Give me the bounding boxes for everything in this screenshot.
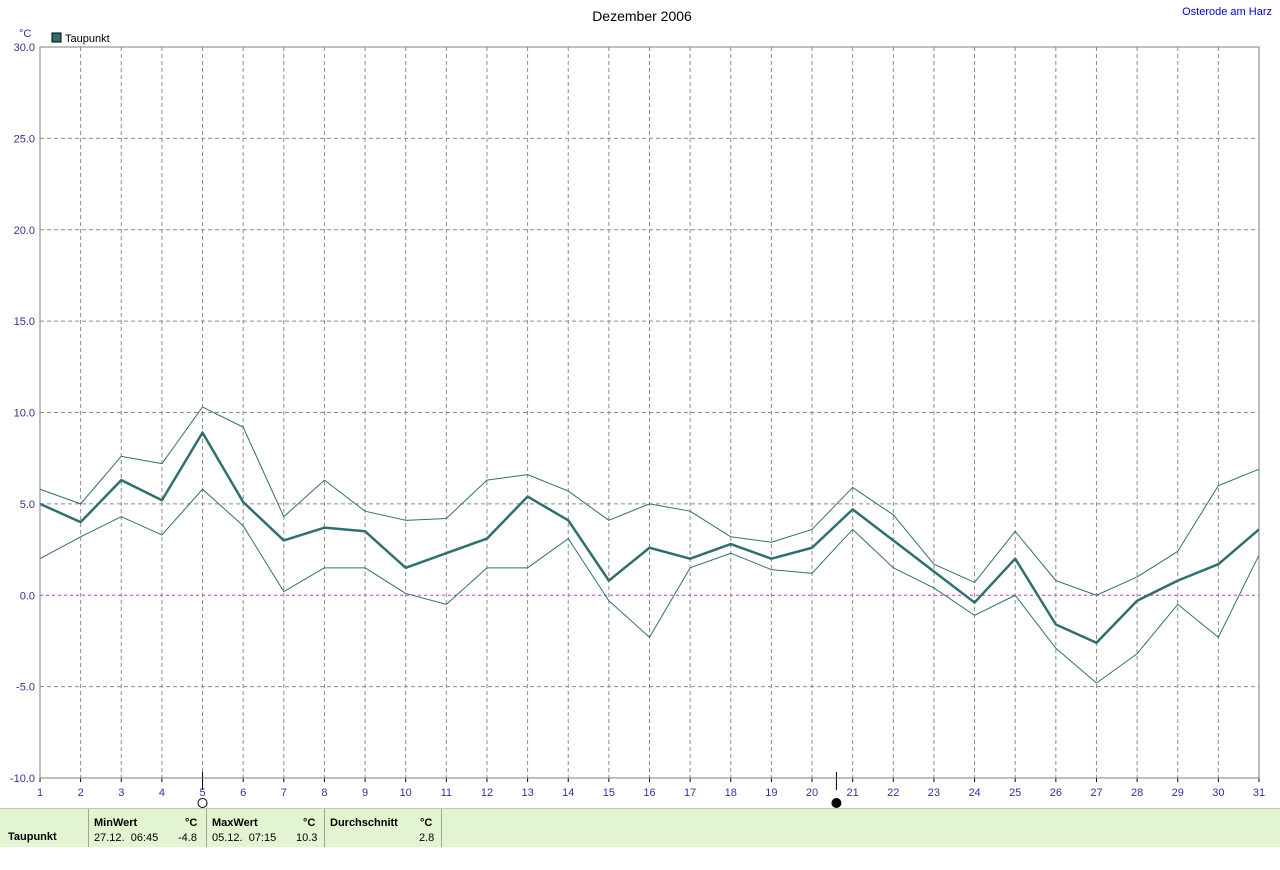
- x-tick-label: 2: [78, 787, 84, 799]
- stats-divider: [324, 809, 325, 847]
- series-min-line: [39, 488, 1260, 684]
- y-tick-label: 10.0: [14, 408, 35, 420]
- avg-header: Durchschnitt: [330, 817, 398, 829]
- x-tick-label: 14: [562, 787, 574, 799]
- max-value: 10.3: [296, 832, 318, 844]
- x-tick-label: 16: [643, 787, 655, 799]
- legend-label: Taupunkt: [65, 33, 110, 45]
- x-tick-label: 22: [887, 787, 899, 799]
- x-tick-label: 8: [321, 787, 327, 799]
- filled-marker-icon: [831, 798, 842, 808]
- x-tick-label: 21: [847, 787, 859, 799]
- min-unit: °C: [185, 817, 198, 829]
- station-name: Osterode am Harz: [1182, 6, 1272, 18]
- x-tick-label: 4: [159, 787, 165, 799]
- stats-divider: [206, 809, 207, 847]
- series-max-line: [39, 406, 1260, 596]
- x-tick-label: 7: [281, 787, 287, 799]
- x-tick-label: 24: [968, 787, 980, 799]
- avg-unit: °C: [420, 817, 433, 829]
- x-tick-label: 5: [199, 787, 205, 799]
- max-header: MaxWert: [212, 817, 258, 829]
- x-tick-label: 20: [806, 787, 818, 799]
- x-tick-label: 30: [1212, 787, 1224, 799]
- x-tick-label: 13: [521, 787, 533, 799]
- x-tick-label: 29: [1172, 787, 1184, 799]
- stats-row-label: Taupunkt: [8, 831, 57, 843]
- x-tick-label: 12: [481, 787, 493, 799]
- x-tick-label: 23: [928, 787, 940, 799]
- x-tick-label: 17: [684, 787, 696, 799]
- min-value: -4.8: [178, 832, 197, 844]
- x-tick-label: 6: [240, 787, 246, 799]
- x-tick-label: 9: [362, 787, 368, 799]
- dewpoint-chart: Dezember 2006 °C Taupunkt 30.025.020.015…: [10, 8, 1265, 808]
- y-tick-label: 20.0: [14, 225, 35, 237]
- min-date: 27.12. 06:45: [94, 832, 159, 844]
- avg-value: 2.8: [419, 832, 435, 844]
- x-tick-label: 1: [37, 787, 43, 799]
- x-tick-label: 15: [603, 787, 615, 799]
- y-axis-unit: °C: [19, 28, 31, 40]
- plot-frame: [39, 46, 1260, 779]
- x-tick-label: 27: [1090, 787, 1102, 799]
- y-tick-label: 15.0: [14, 316, 35, 328]
- x-tick-label: 11: [441, 787, 452, 799]
- stats-divider: [88, 809, 89, 847]
- y-tick-label: -5.0: [16, 682, 35, 694]
- x-tick-label: 28: [1131, 787, 1143, 799]
- y-tick-label: -10.0: [10, 773, 35, 785]
- open-marker-icon: [197, 798, 208, 808]
- legend: Taupunkt: [51, 32, 110, 45]
- min-header: MinWert: [94, 817, 138, 829]
- x-tick-label: 26: [1050, 787, 1062, 799]
- max-date: 05.12. 07:15: [212, 832, 277, 844]
- x-tick-label: 10: [400, 787, 412, 799]
- x-tick-label: 19: [765, 787, 777, 799]
- y-tick-label: 0.0: [20, 590, 35, 602]
- series-mean-line: [39, 431, 1260, 645]
- x-tick-label: 18: [725, 787, 737, 799]
- stats-bar: Taupunkt MinWert °C 27.12. 06:45 -4.8 Ma…: [0, 808, 1280, 847]
- chart-title: Dezember 2006: [592, 8, 692, 24]
- x-tick-label: 31: [1253, 787, 1265, 799]
- max-unit: °C: [303, 817, 316, 829]
- y-tick-label: 30.0: [14, 42, 35, 54]
- y-tick-label: 25.0: [14, 133, 35, 145]
- x-tick-label: 25: [1009, 787, 1021, 799]
- legend-swatch: [51, 32, 62, 43]
- x-tick-label: 3: [118, 787, 124, 799]
- y-tick-label: 5.0: [20, 499, 35, 511]
- stats-divider: [441, 809, 442, 847]
